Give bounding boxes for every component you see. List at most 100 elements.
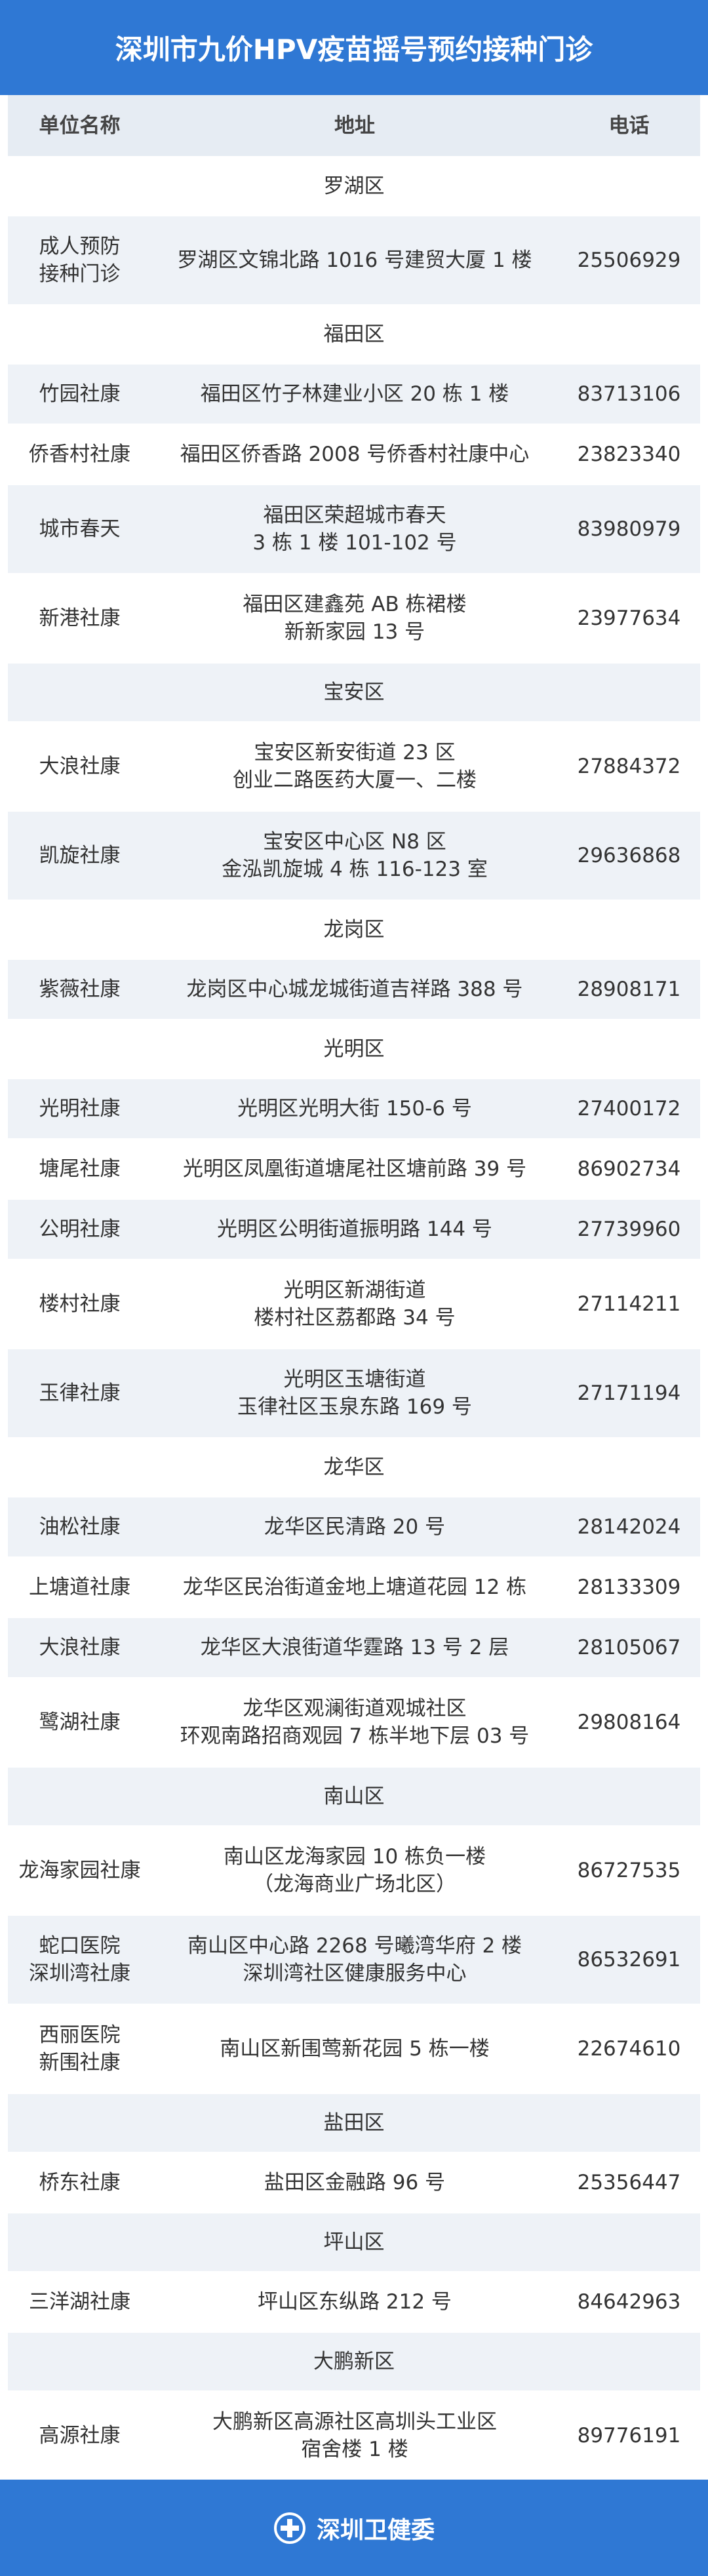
clinic-name: 上塘道社康: [8, 1574, 151, 1601]
clinic-row: 蛇口医院 深圳湾社康 南山区中心路 2268 号曦湾华府 2 楼深圳湾社区健康服务中…: [8, 1916, 700, 2005]
clinic-name: 紫薇社康: [8, 976, 151, 1003]
cell-line: 28105067: [577, 1636, 681, 1659]
cell-line: 罗湖区文锦北路 1016 号建贸大厦 1 楼: [177, 248, 532, 272]
phone: 27884372: [558, 753, 700, 780]
clinic-row: 公明社康 光明区公明街道振明路 144 号 27739960: [8, 1200, 700, 1260]
cell-line: 鹭湖社康: [39, 1711, 121, 1734]
footer-text: 深圳卫健委: [316, 2516, 435, 2544]
cell-line: 玉律社区玉泉东路 169 号: [237, 1395, 472, 1419]
address: 福田区建鑫苑 AB 栋裙楼 新新家园 13 号: [151, 591, 558, 646]
cell-line: 大浪社康: [39, 1636, 121, 1659]
district-row: 福田区: [8, 306, 700, 365]
phone: 25356447: [558, 2169, 700, 2196]
address: 龙华区民治街道金地上塘道花园 12 栋: [151, 1574, 558, 1601]
cell-line: 光明社康: [39, 1097, 121, 1120]
cell-line: 23823340: [577, 443, 681, 466]
phone: 27400172: [558, 1095, 700, 1122]
district: 罗湖区: [323, 174, 385, 198]
district: 福田区: [323, 323, 385, 346]
clinic-row: 桥东社康 盐田区金融路 96 号 25356447: [8, 2153, 700, 2213]
footer: 深圳卫健委: [0, 2480, 708, 2576]
cell-line: 塘尾社康: [39, 1157, 121, 1181]
cell-line: 22674610: [577, 2037, 681, 2061]
address: 盐田区金融路 96 号: [151, 2169, 558, 2196]
title: 深圳市九价HPV疫苗摇号预约接种门诊: [115, 33, 593, 66]
phone: 28133309: [558, 1574, 700, 1601]
cell-line: 大浪社康: [39, 755, 121, 778]
cell-line: 86532691: [577, 1948, 681, 1972]
address: 南山区中心路 2268 号曦湾华府 2 楼深圳湾社区健康服务中心: [151, 1932, 558, 1987]
clinic-row: 鹭湖社康 龙华区观澜街道观城社区 环观南路招商观园 7 栋半地下层 03 号 2980…: [8, 1678, 700, 1768]
cell-line: 宿舍楼 1 楼: [301, 2438, 408, 2461]
column-header-row: 单位名称 地址 电话: [8, 95, 700, 157]
address: 光明区玉塘街道玉律社区玉泉东路 169 号: [151, 1366, 558, 1421]
cell-line: 南山区中心路 2268 号曦湾华府 2 楼: [187, 1934, 522, 1958]
cell-line: 接种门诊: [39, 262, 121, 286]
phone: 28105067: [558, 1634, 700, 1661]
cell-line: 龙华区民清路 20 号: [264, 1515, 446, 1539]
cell-line: 23977634: [577, 606, 681, 630]
cell-line: 竹园社康: [39, 382, 121, 406]
clinic-row: 凯旋社康 宝安区中心区 N8 区金泓凯旋城 4 栋 116-123 室 296368…: [8, 812, 700, 901]
address: 龙华区民清路 20 号: [151, 1513, 558, 1541]
cell-line: 福田区侨香路 2008 号侨香村社康中心: [180, 443, 530, 466]
cell-line: （龙海商业广场北区）: [253, 1873, 456, 1896]
clinic-row: 紫薇社康 龙岗区中心城龙城街道吉祥路 388 号 28908171: [8, 960, 700, 1020]
clinic-name: 西丽医院 新围社康: [8, 2021, 151, 2076]
clinic-row: 大浪社康 龙华区大浪街道华霆路 13 号 2 层 28105067: [8, 1618, 700, 1678]
cell-line: 盐田区金融路 96 号: [264, 2171, 446, 2194]
address: 宝安区中心区 N8 区金泓凯旋城 4 栋 116-123 室: [151, 828, 558, 883]
table: 单位名称 地址 电话罗湖区成人预防接种门诊 罗湖区文锦北路 1016 号建贸大厦 1 …: [8, 95, 700, 2481]
address: 福田区荣超城市春天 3 栋 1 楼 101-102 号: [151, 502, 558, 557]
address: 龙岗区中心城龙城街道吉祥路 388 号: [151, 976, 558, 1003]
clinic-row: 成人预防接种门诊 罗湖区文锦北路 1016 号建贸大厦 1 楼 25506929: [8, 216, 700, 306]
address: 光明区新湖街道楼村社区荔都路 34 号: [151, 1277, 558, 1332]
cell-line: 新新家园 13 号: [284, 620, 425, 644]
district-row: 大鹏新区: [8, 2333, 700, 2392]
address: 光明区光明大街 150-6 号: [151, 1095, 558, 1122]
phone: 27114211: [558, 1290, 700, 1318]
phone: 83713106: [558, 380, 700, 408]
address: 南山区龙海家园 10 栋负一楼 （龙海商业广场北区）: [151, 1843, 558, 1898]
address: 龙华区观澜街道观城社区 环观南路招商观园 7 栋半地下层 03 号: [151, 1695, 558, 1750]
cell-line: 27171194: [577, 1381, 681, 1405]
cell-line: 光明区玉塘街道: [283, 1368, 426, 1391]
cell-line: 公明社康: [39, 1218, 121, 1241]
clinic-row: 光明社康 光明区光明大街 150-6 号 27400172: [8, 1079, 700, 1139]
cell-line: 凯旋社康: [39, 844, 121, 867]
cell-line: 光明区公明街道振明路 144 号: [217, 1218, 492, 1241]
cell-line: 光明区新湖街道: [283, 1278, 426, 1302]
phone: 84642963: [558, 2288, 700, 2316]
cell-line: 25506929: [577, 248, 681, 272]
cell-line: 龙岗区中心城龙城街道吉祥路 388 号: [186, 978, 523, 1001]
cell-line: 楼村社区荔都路 34 号: [254, 1306, 456, 1330]
clinic-name: 龙海家园社康: [8, 1857, 151, 1884]
cell-line: 南山区新围莺新花园 5 栋一楼: [220, 2037, 490, 2061]
cell-line: 光明区光明大街 150-6 号: [237, 1097, 472, 1120]
cell-line: 27400172: [577, 1097, 681, 1120]
cell-line: 27114211: [577, 1292, 681, 1316]
phone: 25506929: [558, 247, 700, 274]
clinic-name: 塘尾社康: [8, 1155, 151, 1183]
cell-line: 油松社康: [39, 1515, 121, 1539]
column-header: 地址: [334, 113, 375, 138]
district-row: 光明区: [8, 1020, 700, 1079]
clinic-name: 公明社康: [8, 1216, 151, 1243]
cell-line: 城市春天: [39, 517, 121, 541]
clinic-row: 龙海家园社康 南山区龙海家园 10 栋负一楼 （龙海商业广场北区） 86727535: [8, 1827, 700, 1916]
clinic-name: 光明社康: [8, 1095, 151, 1122]
cell-line: 蛇口医院: [39, 1934, 121, 1958]
cell-line: 29808164: [577, 1711, 681, 1734]
phone: 23823340: [558, 441, 700, 468]
district: 南山区: [323, 1785, 385, 1808]
address: 光明区凤凰街道塘尾社区塘前路 39 号: [151, 1155, 558, 1183]
phone: 22674610: [558, 2035, 700, 2063]
cell-line: 成人预防: [39, 235, 121, 258]
phone: 83980979: [558, 515, 700, 543]
address: 福田区竹子林建业小区 20 栋 1 楼: [151, 380, 558, 408]
phone: 28142024: [558, 1513, 700, 1541]
cell-line: 环观南路招商观园 7 栋半地下层 03 号: [180, 1724, 530, 1748]
clinic-name: 城市春天: [8, 515, 151, 543]
cell-line: 29636868: [577, 844, 681, 867]
phone: 86532691: [558, 1946, 700, 1973]
